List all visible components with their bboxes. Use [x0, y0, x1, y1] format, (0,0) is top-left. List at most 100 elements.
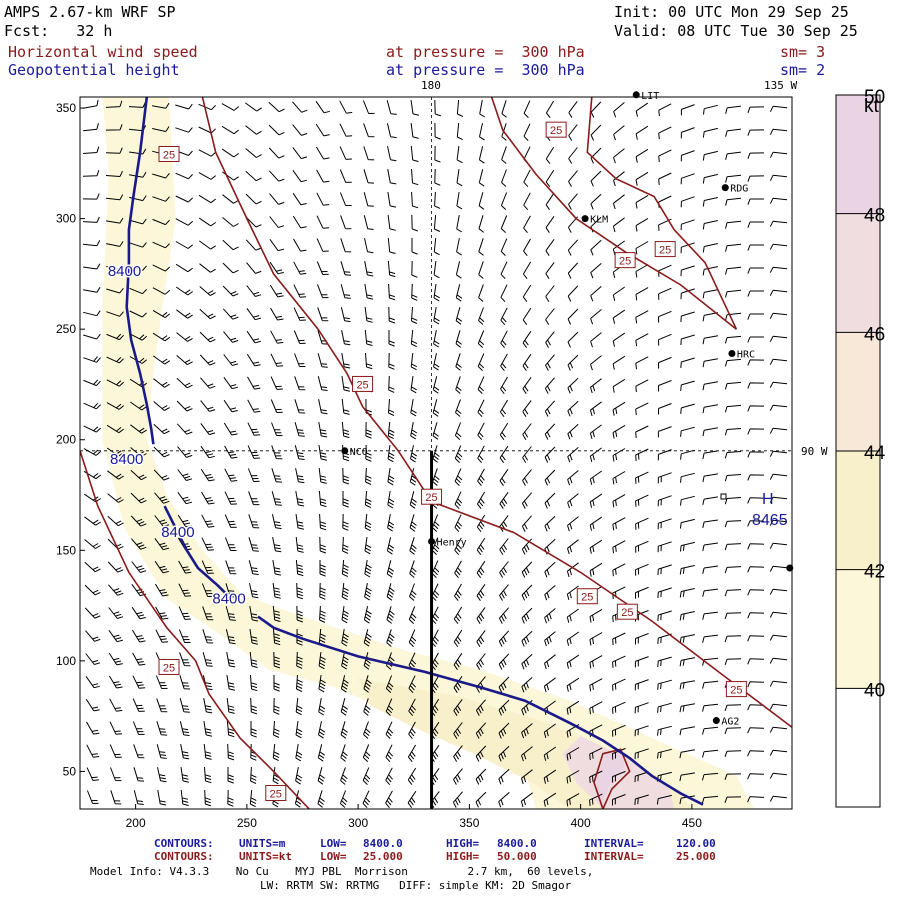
wind-barb	[456, 238, 462, 256]
speed-shade-3	[596, 749, 626, 809]
wind-barb	[176, 309, 193, 319]
wind-barb	[589, 493, 603, 508]
wind-barb	[385, 721, 394, 739]
wind-barb	[155, 675, 168, 689]
wind-barb	[657, 610, 672, 622]
wind-barb	[612, 563, 626, 577]
wind-barb	[339, 146, 352, 160]
wind-barb	[105, 124, 123, 131]
wind-barb	[339, 169, 352, 183]
wind-barb	[680, 472, 695, 483]
wind-barb	[156, 721, 168, 736]
wind-barb	[431, 652, 439, 671]
wind-barb	[612, 586, 626, 600]
wind-barb	[130, 424, 147, 434]
wind-barb	[657, 748, 672, 759]
wind-barb	[271, 422, 283, 436]
lon-label-180: 180	[421, 79, 441, 92]
station-label: AG2	[721, 717, 739, 728]
wind-barb	[108, 652, 123, 666]
colorbar-label: 50	[864, 87, 885, 108]
wind-barb	[250, 721, 257, 738]
wind-barb	[589, 632, 603, 646]
wind-barb	[341, 629, 349, 647]
wind-barb	[198, 103, 216, 111]
wind-barb	[567, 516, 579, 532]
wind-barb	[410, 422, 418, 440]
wind-barb	[201, 583, 214, 597]
wind-barb	[433, 307, 440, 325]
wind-barb	[340, 215, 352, 230]
wind-barb	[589, 701, 603, 715]
height-contour-label: 8400	[108, 263, 141, 280]
footer-height-low-label: LOW=	[320, 837, 347, 850]
wind-barb	[203, 721, 213, 737]
wind-contour-label-box	[576, 588, 598, 605]
wind-barb	[295, 468, 305, 484]
wind-barb	[702, 611, 718, 620]
wind-contour-label-box	[158, 145, 180, 162]
wind-barb	[679, 634, 695, 644]
wind-barb	[523, 169, 531, 188]
wind-barb	[769, 634, 788, 641]
wind-barb	[363, 629, 372, 647]
wind-barb	[658, 356, 672, 369]
wind-barb	[658, 126, 672, 140]
wind-barb	[634, 794, 649, 806]
wind-barb	[769, 312, 788, 319]
wind-barb	[657, 702, 672, 713]
wind-barb	[635, 171, 649, 186]
wind-barb	[269, 261, 284, 275]
wind-barb	[454, 583, 462, 602]
wind-barb	[269, 216, 285, 228]
station-marker	[581, 215, 589, 223]
wind-barb	[453, 699, 463, 716]
wind-barb	[385, 790, 393, 809]
wind-barb	[500, 261, 508, 279]
wind-barb	[478, 307, 485, 325]
wind-barb	[295, 514, 305, 530]
wind-barb	[108, 675, 123, 689]
wind-barb	[433, 353, 440, 371]
wind-barb	[769, 680, 788, 687]
wind-barb	[454, 445, 463, 463]
field2-smoothing: sm= 2	[780, 61, 826, 79]
init-time: Init: 00 UTC Mon 29 Sep 25	[614, 3, 849, 21]
wind-barb	[769, 519, 788, 526]
wind-barb	[223, 377, 239, 390]
y-tick-label: 200	[56, 433, 76, 447]
wind-barb	[133, 767, 145, 782]
wind-barb	[769, 611, 788, 618]
wind-barb	[154, 492, 170, 504]
wind-barb	[521, 607, 533, 624]
wind-barb	[769, 565, 788, 572]
wind-contour-1	[80, 450, 310, 809]
wind-barb	[222, 262, 239, 274]
wind-barb	[225, 583, 237, 598]
wind-barb	[386, 537, 395, 555]
wind-barb	[175, 195, 194, 203]
wind-barb	[339, 100, 353, 114]
wind-barb	[224, 468, 238, 482]
wind-barb	[388, 306, 396, 324]
wind-barb	[724, 451, 742, 459]
wind-barb	[475, 768, 487, 785]
wind-barb	[680, 173, 695, 185]
wind-barb	[769, 473, 788, 480]
wind-contour-2	[490, 97, 738, 330]
wind-barb	[769, 657, 788, 664]
wind-barb	[342, 536, 349, 554]
wind-barb	[199, 354, 216, 366]
wind-barb	[250, 743, 257, 761]
wind-barb	[477, 468, 485, 487]
wind-barb	[223, 354, 239, 366]
colorbar-label: 48	[864, 206, 885, 227]
wind-barb	[341, 376, 351, 392]
wind-barb	[476, 584, 486, 601]
wind-barb	[702, 220, 718, 230]
colorbar-segment	[836, 332, 880, 451]
wind-barb	[567, 239, 579, 256]
wind-barb	[657, 564, 672, 576]
wind-barb	[590, 286, 602, 302]
wind-barb	[177, 446, 193, 458]
